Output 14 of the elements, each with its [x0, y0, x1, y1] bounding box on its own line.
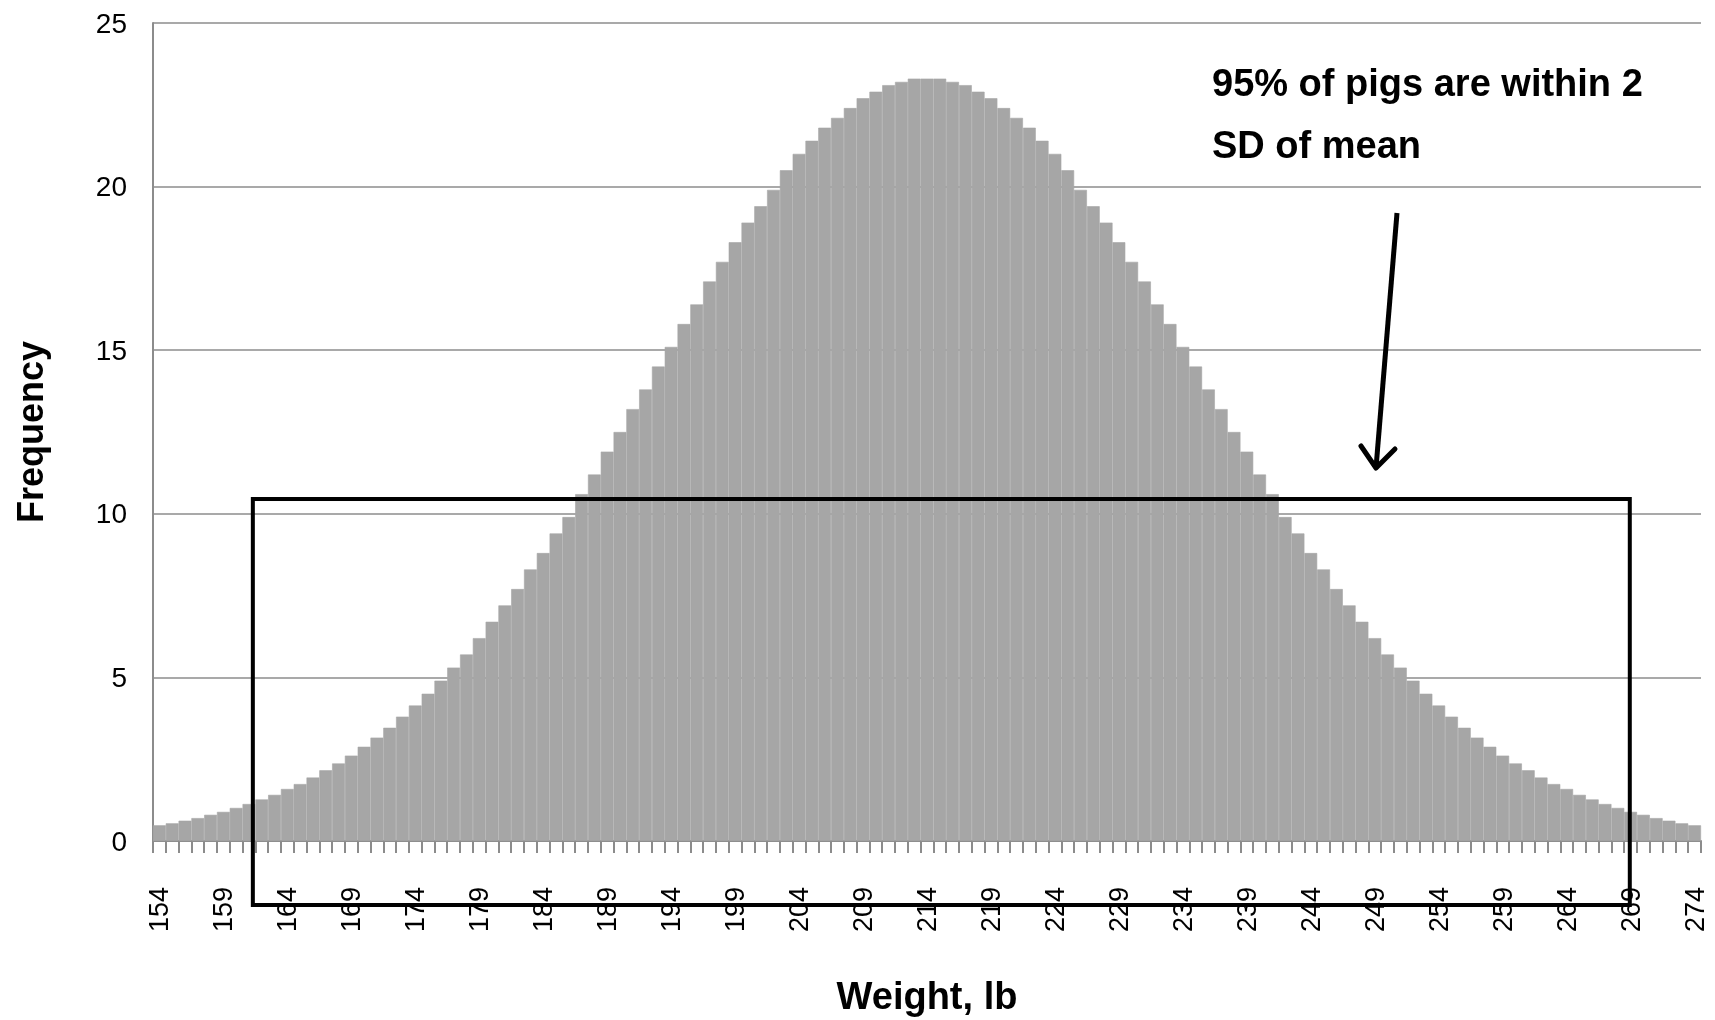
- annotation: 95% of pigs are within 2 SD of mean: [1212, 61, 1644, 168]
- x-tick-label: 214: [912, 887, 942, 933]
- y-axis-title: Frequency: [9, 340, 51, 524]
- y-tick-label: 15: [95, 334, 127, 366]
- x-tick-label: 274: [1679, 887, 1710, 933]
- x-tick-label: 219: [975, 887, 1006, 933]
- y-tick-label: 5: [111, 661, 127, 693]
- y-tick-label: 10: [95, 498, 127, 530]
- y-tick-label: 25: [95, 7, 127, 39]
- y-tick-label: 20: [95, 171, 127, 203]
- x-axis-title: Weight, lb: [836, 975, 1018, 1017]
- x-tick-label: 154: [144, 887, 175, 933]
- y-tick-label: 0: [111, 825, 127, 857]
- x-tick-label: 159: [208, 887, 239, 933]
